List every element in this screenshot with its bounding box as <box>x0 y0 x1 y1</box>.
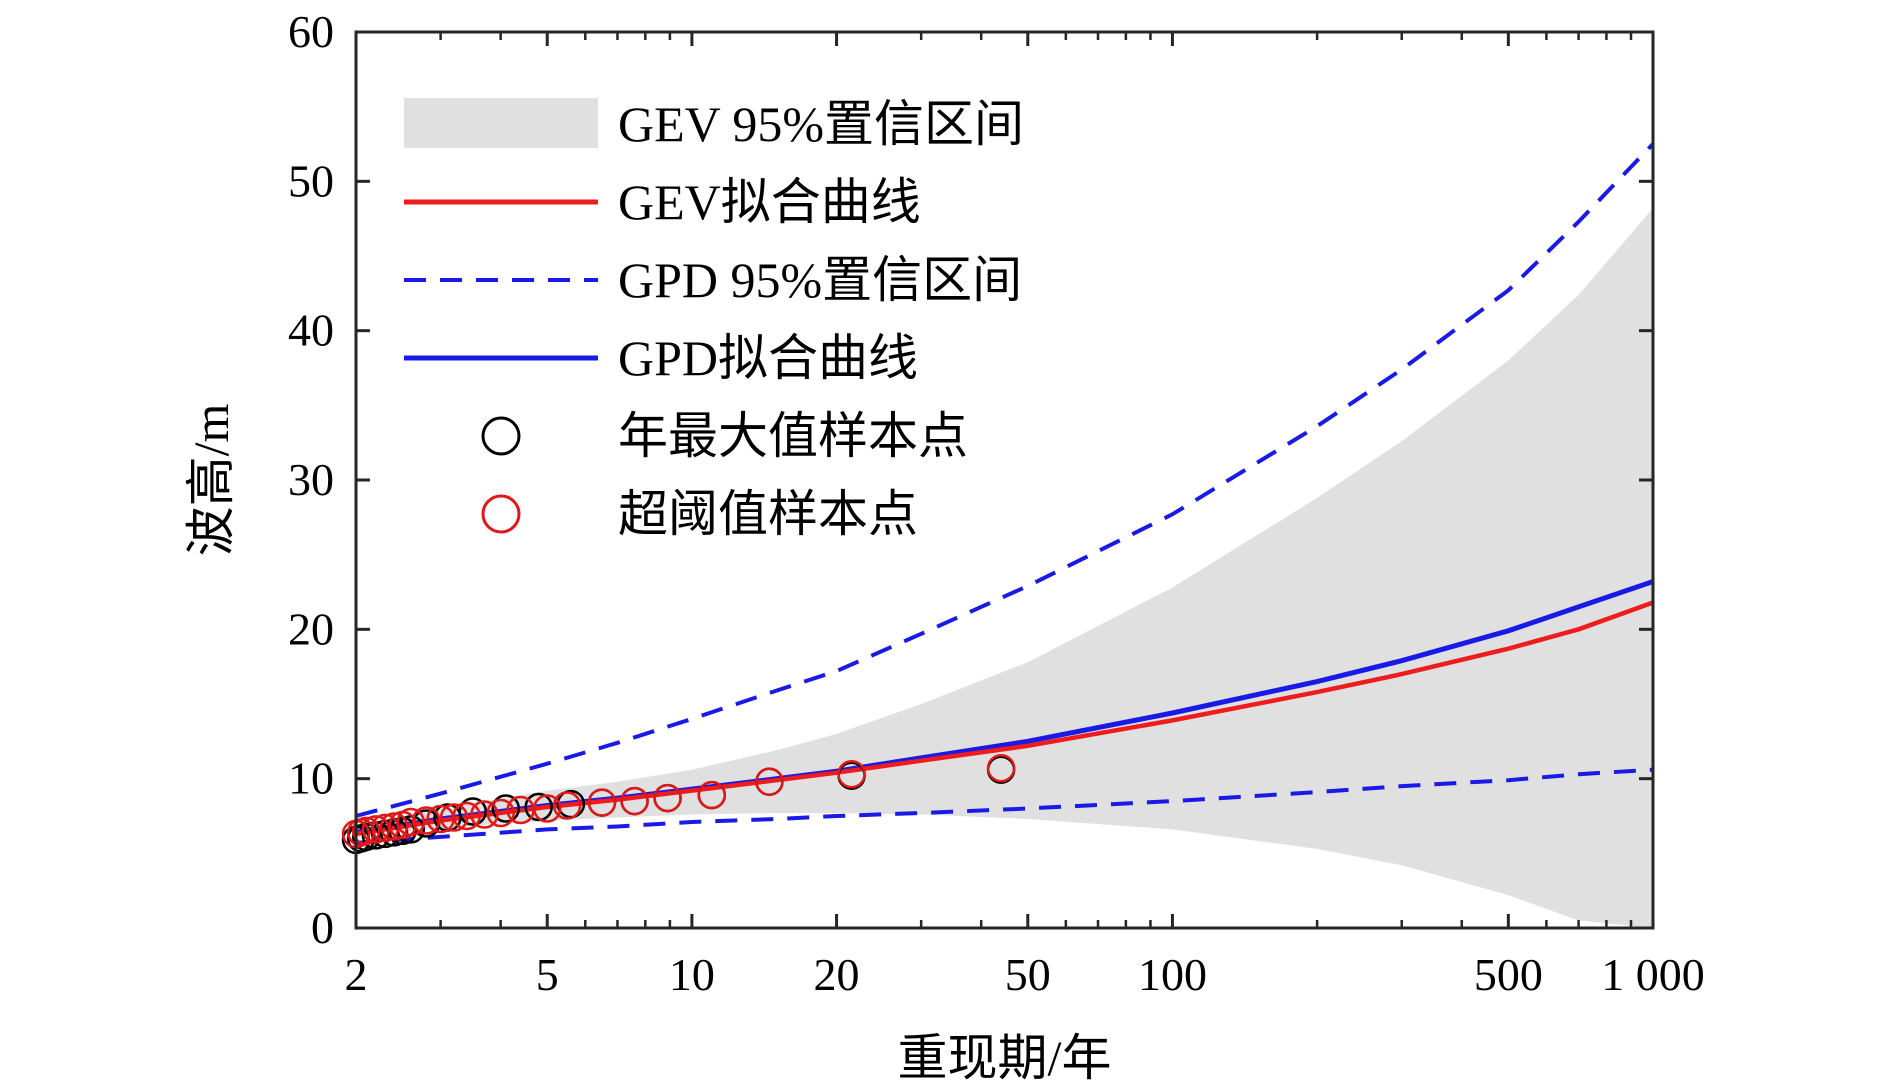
pot-point <box>396 807 426 837</box>
x-tick-label: 5 <box>536 949 559 1000</box>
axis-ticks: 0 10 20 30 40 50 60 2 5 10 20 50 100 500 1 000 <box>288 6 1705 1000</box>
x-tick-label: 2 <box>345 949 368 1000</box>
legend-label: GEV 95%置信区间 <box>618 96 1024 152</box>
x-tick-label: 50 <box>1005 949 1051 1000</box>
legend-swatch-gev-ci <box>404 98 598 148</box>
legend-swatch-pot <box>481 494 521 534</box>
y-tick-label: 60 <box>288 6 334 57</box>
annual-max-point <box>491 794 521 823</box>
x-tick-label: 1 000 <box>1601 949 1705 1000</box>
legend-label: 年最大值样本点 <box>618 408 968 464</box>
pot-point <box>452 801 481 831</box>
x-axis-title: 重现期/年 <box>898 1030 1112 1086</box>
pot-point <box>620 786 649 816</box>
y-tick-label: 10 <box>288 753 334 804</box>
pot-point <box>552 791 582 820</box>
y-tick-label: 40 <box>288 305 334 356</box>
pot-point <box>697 780 727 810</box>
x-tick-label: 20 <box>814 949 860 1000</box>
pot-point <box>755 767 784 796</box>
gev-fit-line <box>355 600 1654 837</box>
annual-max-point <box>524 792 553 822</box>
legend-label: GPD拟合曲线 <box>618 330 918 386</box>
pot-point <box>470 800 499 829</box>
legend-label: 超阈值样本点 <box>618 486 918 542</box>
pot-point <box>986 753 1016 783</box>
y-tick-label: 0 <box>311 902 334 953</box>
gpd-ci-lower-line <box>355 767 1654 845</box>
y-tick-label: 50 <box>288 155 334 206</box>
pot-point <box>486 798 515 828</box>
gpd-ci-upper-line <box>355 142 1655 818</box>
legend-label: GEV拟合曲线 <box>618 174 921 230</box>
legend: GEV 95%置信区间 GEV拟合曲线 GPD 95%置信区间 GPD拟合曲线年最大值… <box>404 96 1024 542</box>
pot-point <box>439 803 469 832</box>
gev-ci-band <box>356 208 1653 928</box>
annual-max-point <box>458 797 488 826</box>
pot-point <box>379 812 409 841</box>
pot-point <box>837 759 866 789</box>
x-tick-label: 10 <box>669 949 715 1000</box>
pot-point <box>411 806 441 835</box>
y-axis-title: 波高/m <box>183 404 239 557</box>
legend-label: GPD 95%置信区间 <box>618 252 1022 308</box>
pot-point <box>532 794 562 823</box>
legend-swatch-annual-max <box>481 416 521 456</box>
y-tick-label: 20 <box>288 603 334 654</box>
pot-point <box>653 783 682 813</box>
pot-point <box>351 816 381 846</box>
pot-point <box>361 815 391 844</box>
pot-point <box>587 788 617 817</box>
x-tick-label: 500 <box>1474 949 1543 1000</box>
plot-area <box>341 142 1655 928</box>
annual-max-point <box>351 822 381 852</box>
x-tick-label: 100 <box>1138 949 1207 1000</box>
y-tick-label: 30 <box>288 454 334 505</box>
